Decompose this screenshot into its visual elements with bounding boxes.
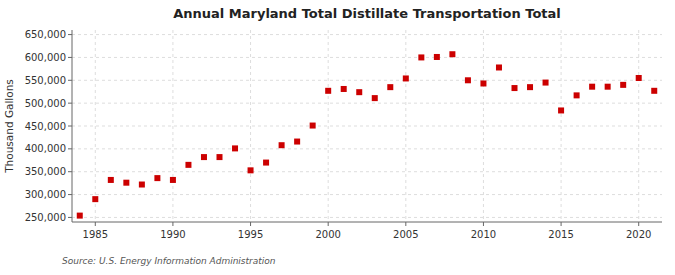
- point: [294, 139, 300, 145]
- point: [651, 88, 657, 94]
- y-tick-label: 350,000: [25, 166, 66, 177]
- point: [123, 180, 129, 186]
- axes: 250,000 300,000 350,000 400,000 450,000 500,0…: [25, 29, 662, 240]
- x-tick-label: 2005: [393, 229, 418, 240]
- point: [403, 75, 409, 81]
- point: [589, 84, 595, 90]
- y-grid-line: [72, 57, 662, 58]
- point: [325, 88, 331, 94]
- x-tick-label: 1990: [160, 229, 185, 240]
- y-tick: [68, 57, 72, 58]
- point: [636, 75, 642, 81]
- y-tick-label: 250,000: [25, 212, 66, 223]
- y-tick-label: 550,000: [25, 75, 66, 86]
- x-tick: [561, 222, 562, 226]
- source-note: Source: U.S. Energy Information Administ…: [62, 256, 276, 266]
- y-tick-label: 500,000: [25, 98, 66, 109]
- point: [77, 213, 83, 219]
- point: [356, 89, 362, 95]
- point: [387, 84, 393, 90]
- y-grid-line: [72, 194, 662, 195]
- x-tick-label: 1985: [83, 229, 108, 240]
- point: [418, 54, 424, 60]
- y-tick: [68, 80, 72, 81]
- y-tick-label: 450,000: [25, 121, 66, 132]
- point: [108, 177, 114, 183]
- x-tick-label: 2000: [315, 229, 340, 240]
- y-tick: [68, 148, 72, 149]
- point: [434, 54, 440, 60]
- x-tick: [483, 222, 484, 226]
- point: [185, 162, 191, 168]
- y-tick: [68, 217, 72, 218]
- y-tick-label: 300,000: [25, 189, 66, 200]
- y-grid-line: [72, 80, 662, 81]
- point: [232, 145, 238, 151]
- point: [217, 154, 223, 160]
- point: [543, 80, 549, 86]
- y-grid-line: [72, 148, 662, 149]
- y-grid-line: [72, 126, 662, 127]
- point: [558, 107, 564, 113]
- y-grid-line: [72, 217, 662, 218]
- y-grid-line: [72, 171, 662, 172]
- x-tick-label: 2010: [471, 229, 496, 240]
- point: [527, 84, 533, 90]
- y-tick: [68, 103, 72, 104]
- point: [170, 177, 176, 183]
- point: [341, 86, 347, 92]
- grid: [72, 30, 662, 222]
- y-tick: [68, 194, 72, 195]
- x-grid-line: [95, 30, 96, 222]
- chart-container: 250,000 300,000 350,000 400,000 450,000 500,0…: [0, 0, 675, 275]
- point: [574, 92, 580, 98]
- points: [77, 51, 657, 218]
- x-tick-label: 2020: [626, 229, 651, 240]
- y-tick: [68, 34, 72, 35]
- x-tick: [172, 222, 173, 226]
- point: [248, 167, 254, 173]
- y-tick: [68, 126, 72, 127]
- title: Annual Maryland Total Distillate Transpo…: [173, 6, 561, 21]
- y-tick: [68, 171, 72, 172]
- x-grid-line: [483, 30, 484, 222]
- point: [480, 80, 486, 86]
- point: [279, 142, 285, 148]
- point: [139, 182, 145, 188]
- point: [512, 85, 518, 91]
- x-tick: [95, 222, 96, 226]
- y-tick-label: 400,000: [25, 143, 66, 154]
- point: [605, 84, 611, 90]
- x-grid-line: [172, 30, 173, 222]
- x-tick: [328, 222, 329, 226]
- x-tick: [405, 222, 406, 226]
- x-grid-line: [405, 30, 406, 222]
- x-grid-line: [328, 30, 329, 222]
- y-tick-label: 600,000: [25, 52, 66, 63]
- y-axis-label: Thousand Gallons: [3, 79, 15, 174]
- y-tick-label: 650,000: [25, 29, 66, 40]
- point: [372, 95, 378, 101]
- point: [263, 160, 269, 166]
- point: [620, 82, 626, 88]
- x-axis-line: [72, 222, 662, 223]
- x-tick: [250, 222, 251, 226]
- point: [496, 64, 502, 70]
- x-grid-line: [638, 30, 639, 222]
- point: [465, 77, 471, 83]
- x-grid-line: [250, 30, 251, 222]
- point: [201, 154, 207, 160]
- chart-svg: 250,000 300,000 350,000 400,000 450,000 500,0…: [0, 0, 675, 275]
- point: [92, 196, 98, 202]
- point: [154, 175, 160, 181]
- x-tick-label: 2015: [548, 229, 573, 240]
- x-tick-label: 1995: [238, 229, 263, 240]
- x-grid-line: [561, 30, 562, 222]
- y-grid-line: [72, 103, 662, 104]
- y-grid-line: [72, 34, 662, 35]
- point: [310, 123, 316, 129]
- point: [449, 51, 455, 57]
- x-tick: [638, 222, 639, 226]
